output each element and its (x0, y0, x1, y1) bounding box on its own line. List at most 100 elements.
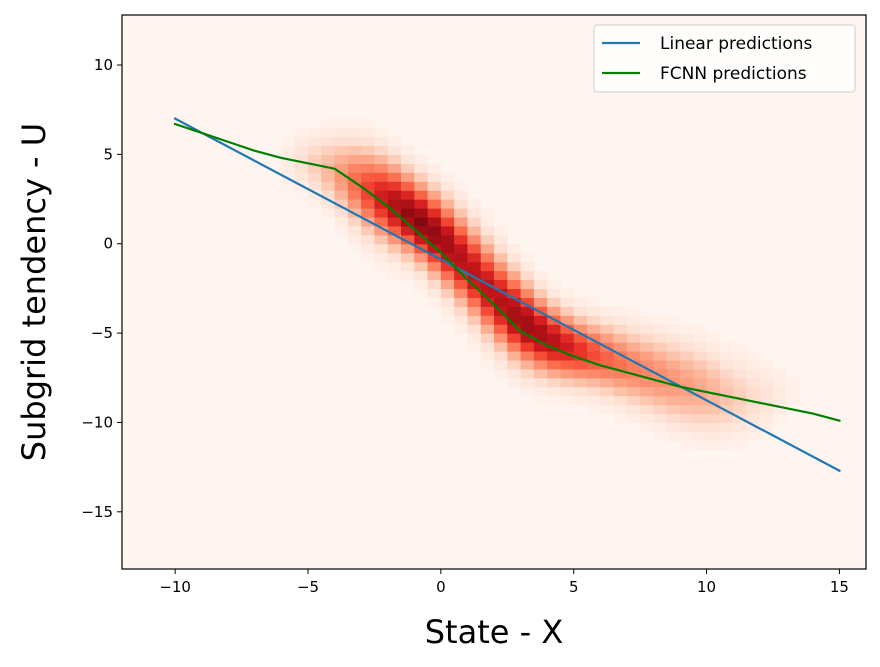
heatmap-cell (626, 404, 641, 415)
heatmap-cell (653, 324, 668, 334)
heatmap-cell (520, 297, 535, 307)
heatmap-cell (733, 422, 748, 432)
heatmap-cell (494, 243, 508, 254)
heatmap-cell (480, 306, 495, 316)
heatmap-cell (507, 279, 522, 290)
heatmap-cell (759, 395, 774, 406)
heatmap-cell (786, 395, 801, 406)
heatmap-cell (374, 163, 389, 173)
heatmap-cell (334, 172, 349, 182)
heatmap-cell (613, 386, 628, 397)
heatmap-cell (653, 386, 668, 397)
heatmap-cell (507, 297, 522, 307)
x-tick-label: −10 (159, 578, 191, 596)
series-line-linear (173, 117, 841, 473)
y-tick-label: 10 (94, 56, 113, 74)
heatmap-cell (719, 350, 734, 361)
heatmap-cell (626, 333, 641, 343)
heatmap-cell (560, 359, 575, 370)
heatmap-cell (640, 342, 655, 352)
heatmap-cell (693, 368, 708, 379)
heatmap-cell (640, 368, 655, 379)
heatmap-cell (294, 127, 309, 138)
heatmap-cell (440, 279, 455, 290)
heatmap-cell (347, 234, 362, 245)
heatmap-cell (427, 208, 442, 218)
heatmap-cell (401, 243, 415, 254)
heatmap-cell (706, 377, 721, 388)
heatmap-cell (507, 342, 522, 352)
heatmap-cell (626, 342, 641, 352)
heatmap-cell (467, 252, 482, 263)
heatmap-cell (507, 252, 522, 263)
heatmap-cell (533, 324, 548, 334)
heatmap-cell (401, 252, 415, 263)
heatmap-cell (733, 431, 748, 441)
heatmap-cell (573, 315, 588, 325)
heatmap-cell (547, 368, 562, 379)
heatmap-cell (547, 395, 562, 406)
heatmap-cell (387, 172, 402, 182)
heatmap-cell (427, 199, 442, 209)
heatmap-cell (640, 404, 655, 415)
heatmap-cell (653, 350, 668, 361)
heatmap-cell (719, 404, 734, 415)
heatmap-cell (480, 324, 495, 334)
heatmap-cell (626, 359, 641, 370)
heatmap-cell (547, 333, 562, 343)
heatmap-cell (401, 181, 415, 191)
heatmap-cell (666, 342, 681, 352)
heatmap-cell (414, 261, 429, 272)
heatmap-cell (680, 350, 694, 361)
heatmap-cell (414, 288, 429, 298)
heatmap-cell (666, 431, 681, 441)
heatmap-cell (706, 368, 721, 379)
heatmap-cell (454, 297, 469, 307)
heatmap-cell (347, 190, 362, 200)
heatmap-cell (401, 190, 415, 200)
heatmap-cell (480, 252, 495, 263)
heatmap-cell (587, 333, 601, 343)
heatmap-cell (321, 208, 336, 218)
heatmap-cell (600, 315, 615, 325)
heatmap-cell (480, 288, 495, 298)
heatmap-cell (533, 377, 548, 388)
heatmap-cell (440, 225, 455, 236)
heatmap-cell (427, 234, 442, 245)
heatmap-cell (719, 342, 734, 352)
heatmap-cell (693, 404, 708, 415)
heatmap-cell (401, 154, 415, 164)
heatmap-cell (640, 377, 655, 388)
heatmap-cell (308, 190, 322, 200)
heatmap-cell (693, 350, 708, 361)
heatmap-cell (680, 440, 694, 450)
heatmap-cell (347, 118, 362, 129)
heatmap-cell (653, 413, 668, 424)
heatmap-cell (347, 145, 362, 155)
heatmap-cell (573, 377, 588, 388)
heatmap-cell (454, 199, 469, 209)
heatmap-cell (746, 431, 761, 441)
heatmap-cell (361, 252, 376, 263)
heatmap-cell (374, 208, 389, 218)
heatmap-cell (374, 172, 389, 182)
heatmap-cell (653, 395, 668, 406)
heatmap-cell (387, 243, 402, 254)
heatmap-cell (706, 359, 721, 370)
heatmap-cell (640, 350, 655, 361)
heatmap-cell (706, 386, 721, 397)
heatmap-cell (773, 368, 787, 379)
heatmap-cell (746, 413, 761, 424)
heatmap-cell (467, 315, 482, 325)
x-tick-label: 10 (697, 578, 716, 596)
heatmap-cell (746, 350, 761, 361)
heatmap-cell (454, 216, 469, 227)
heatmap-cell (347, 172, 362, 182)
x-tick-label: 15 (830, 578, 849, 596)
heatmap-cell (666, 359, 681, 370)
heatmap-cell (480, 208, 495, 218)
series-line-fcnn (173, 122, 841, 423)
heatmap-cell (666, 333, 681, 343)
heatmap-cell (281, 181, 296, 191)
heatmap-cell (281, 172, 296, 182)
